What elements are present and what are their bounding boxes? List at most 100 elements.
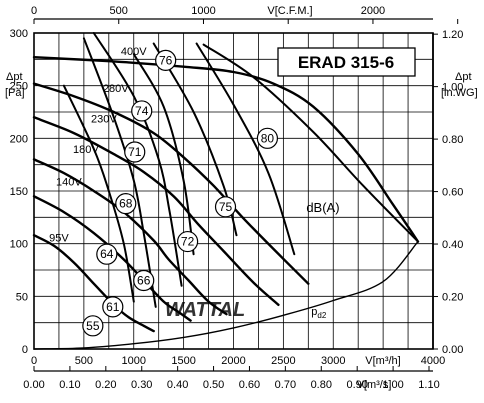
noise-line <box>62 84 135 303</box>
noise-marker-circle <box>256 127 279 149</box>
noise-marker-circle <box>177 230 199 253</box>
noise-marker-circle <box>124 141 146 163</box>
curve-pd2 <box>33 240 419 350</box>
right-y-tick-label: 1.00 <box>442 82 463 94</box>
axes-layer: 0 50 100 150 200 250 300 Δpt [Pa] 0.00 0.20 0.40 0.6… <box>5 5 478 391</box>
right-y-tick-label: 1.20 <box>442 29 463 41</box>
noise-marker-circle <box>115 193 137 215</box>
y-tick-label: 200 <box>10 133 28 145</box>
curve-label-95v: 95V <box>49 232 69 244</box>
curve-label-280v: 280V <box>103 83 129 95</box>
curve-label-dba: dB(A) <box>306 200 339 215</box>
curve-95v <box>32 234 155 333</box>
noise-line <box>82 37 157 308</box>
noise-marker-value: 61 <box>106 300 120 314</box>
bottom2-tick-label: 0.50 <box>203 379 224 391</box>
chart-title: ERAD 315-6 <box>298 53 394 72</box>
bottom2-axis-label: V[m³/s] <box>357 379 392 391</box>
bottom2-tick-label: 1.10 <box>418 379 439 391</box>
x-tick-label: 1500 <box>171 355 195 367</box>
curve-label-pd2: pd2 <box>311 306 327 320</box>
y-axis-label: Δpt <box>6 71 23 83</box>
noise-marker-value: 66 <box>137 274 151 288</box>
noise-marker-circle <box>96 243 118 265</box>
y-tick-label: 150 <box>10 186 28 198</box>
right-y-axis-label: Δpt <box>455 71 472 83</box>
noise-marker-value: 68 <box>119 197 133 211</box>
noise-marker-value: 76 <box>159 53 173 67</box>
curve-label-230v: 230V <box>91 113 117 125</box>
noise-marker-75: 75 <box>214 196 237 218</box>
noise-marker-value: 55 <box>86 319 100 333</box>
noise-marker-value: 80 <box>261 131 275 145</box>
noise-marker-value: 72 <box>181 235 195 249</box>
noise-marker-value: 71 <box>128 145 142 159</box>
bottom2-tick-label: 0.10 <box>59 379 80 391</box>
noise-line <box>202 43 419 243</box>
noise-lines-layer <box>62 32 419 308</box>
right-y-tick-label: 0.20 <box>442 292 463 304</box>
bottom2-tick-label: 0.80 <box>311 379 332 391</box>
x-tick-label: 3000 <box>321 355 345 367</box>
curve-labels-layer: 400V 280V 230V 180V 140V 95V dB(A) pd2 <box>49 46 339 320</box>
noise-marker-circle <box>102 296 124 318</box>
noise-marker-circle <box>155 49 177 71</box>
noise-marker-value: 75 <box>219 200 233 214</box>
watermark-text: WATTAL <box>165 299 245 321</box>
y-tick-label: 250 <box>10 81 28 93</box>
noise-marker-61: 61 <box>102 296 124 318</box>
curve-180v <box>32 158 228 316</box>
noise-marker-71: 71 <box>124 141 146 163</box>
x-tick-label: 2500 <box>271 355 295 367</box>
noise-marker-value: 64 <box>100 247 114 261</box>
right-y-tick-label: 0.80 <box>442 134 463 146</box>
noise-markers-layer: 76 80 74 71 75 68 72 64 66 61 55 <box>82 49 279 337</box>
x-tick-label: 0 <box>31 355 37 367</box>
noise-line <box>195 42 296 256</box>
right-y-tick-label: 0.40 <box>442 239 463 251</box>
noise-marker-circle <box>214 196 237 218</box>
noise-marker-64: 64 <box>96 243 118 265</box>
curve-label-400v: 400V <box>121 46 147 58</box>
y-axis-unit: [Pa] <box>5 87 25 99</box>
bottom2-tick-label: 0.40 <box>167 379 188 391</box>
curve-230v <box>32 116 280 306</box>
x-tick-label: 500 <box>75 355 93 367</box>
curve-label-140v: 140V <box>56 177 82 189</box>
x-tick-label: 2000 <box>221 355 245 367</box>
noise-marker-55: 55 <box>82 315 104 337</box>
y-tick-label: 100 <box>10 239 28 251</box>
x-tick-label: 1000 <box>122 355 146 367</box>
noise-marker-72: 72 <box>177 230 199 253</box>
noise-marker-circle <box>82 315 104 337</box>
noise-marker-value: 74 <box>135 104 149 118</box>
bottom2-tick-label: 0.30 <box>131 379 152 391</box>
curve-400v <box>32 56 420 243</box>
bottom2-tick-label: 0.60 <box>239 379 260 391</box>
curves-layer <box>32 56 420 350</box>
y-tick-label: 300 <box>10 28 28 40</box>
noise-line <box>132 53 195 256</box>
noise-marker-circle <box>131 100 153 122</box>
x-axis-label: V[m³/h] <box>365 355 400 367</box>
bottom2-tick-label: 0.90 <box>346 379 367 391</box>
noise-marker-76: 76 <box>155 49 177 71</box>
curve-280v <box>32 82 310 285</box>
noise-marker-74: 74 <box>131 100 153 122</box>
curve-label-180v: 180V <box>73 144 99 156</box>
x-tick-label: 4000 <box>421 355 445 367</box>
y-tick-label: 50 <box>16 291 28 303</box>
curve-140v <box>32 195 192 322</box>
noise-line <box>92 32 183 287</box>
top-axis-label: V[C.F.M.] <box>267 5 312 17</box>
top-tick-label: 0 <box>31 5 37 17</box>
noise-marker-68: 68 <box>115 193 137 215</box>
top-tick-label: 1000 <box>191 5 215 17</box>
top-tick-label: 2000 <box>361 5 385 17</box>
chart-title-box: ERAD 315-6 <box>277 47 416 77</box>
noise-marker-80: 80 <box>256 127 279 149</box>
top-tick-label: 500 <box>110 5 128 17</box>
y-tick-label: 0 <box>22 344 28 356</box>
right-y-tick-label: 0.00 <box>442 344 463 356</box>
